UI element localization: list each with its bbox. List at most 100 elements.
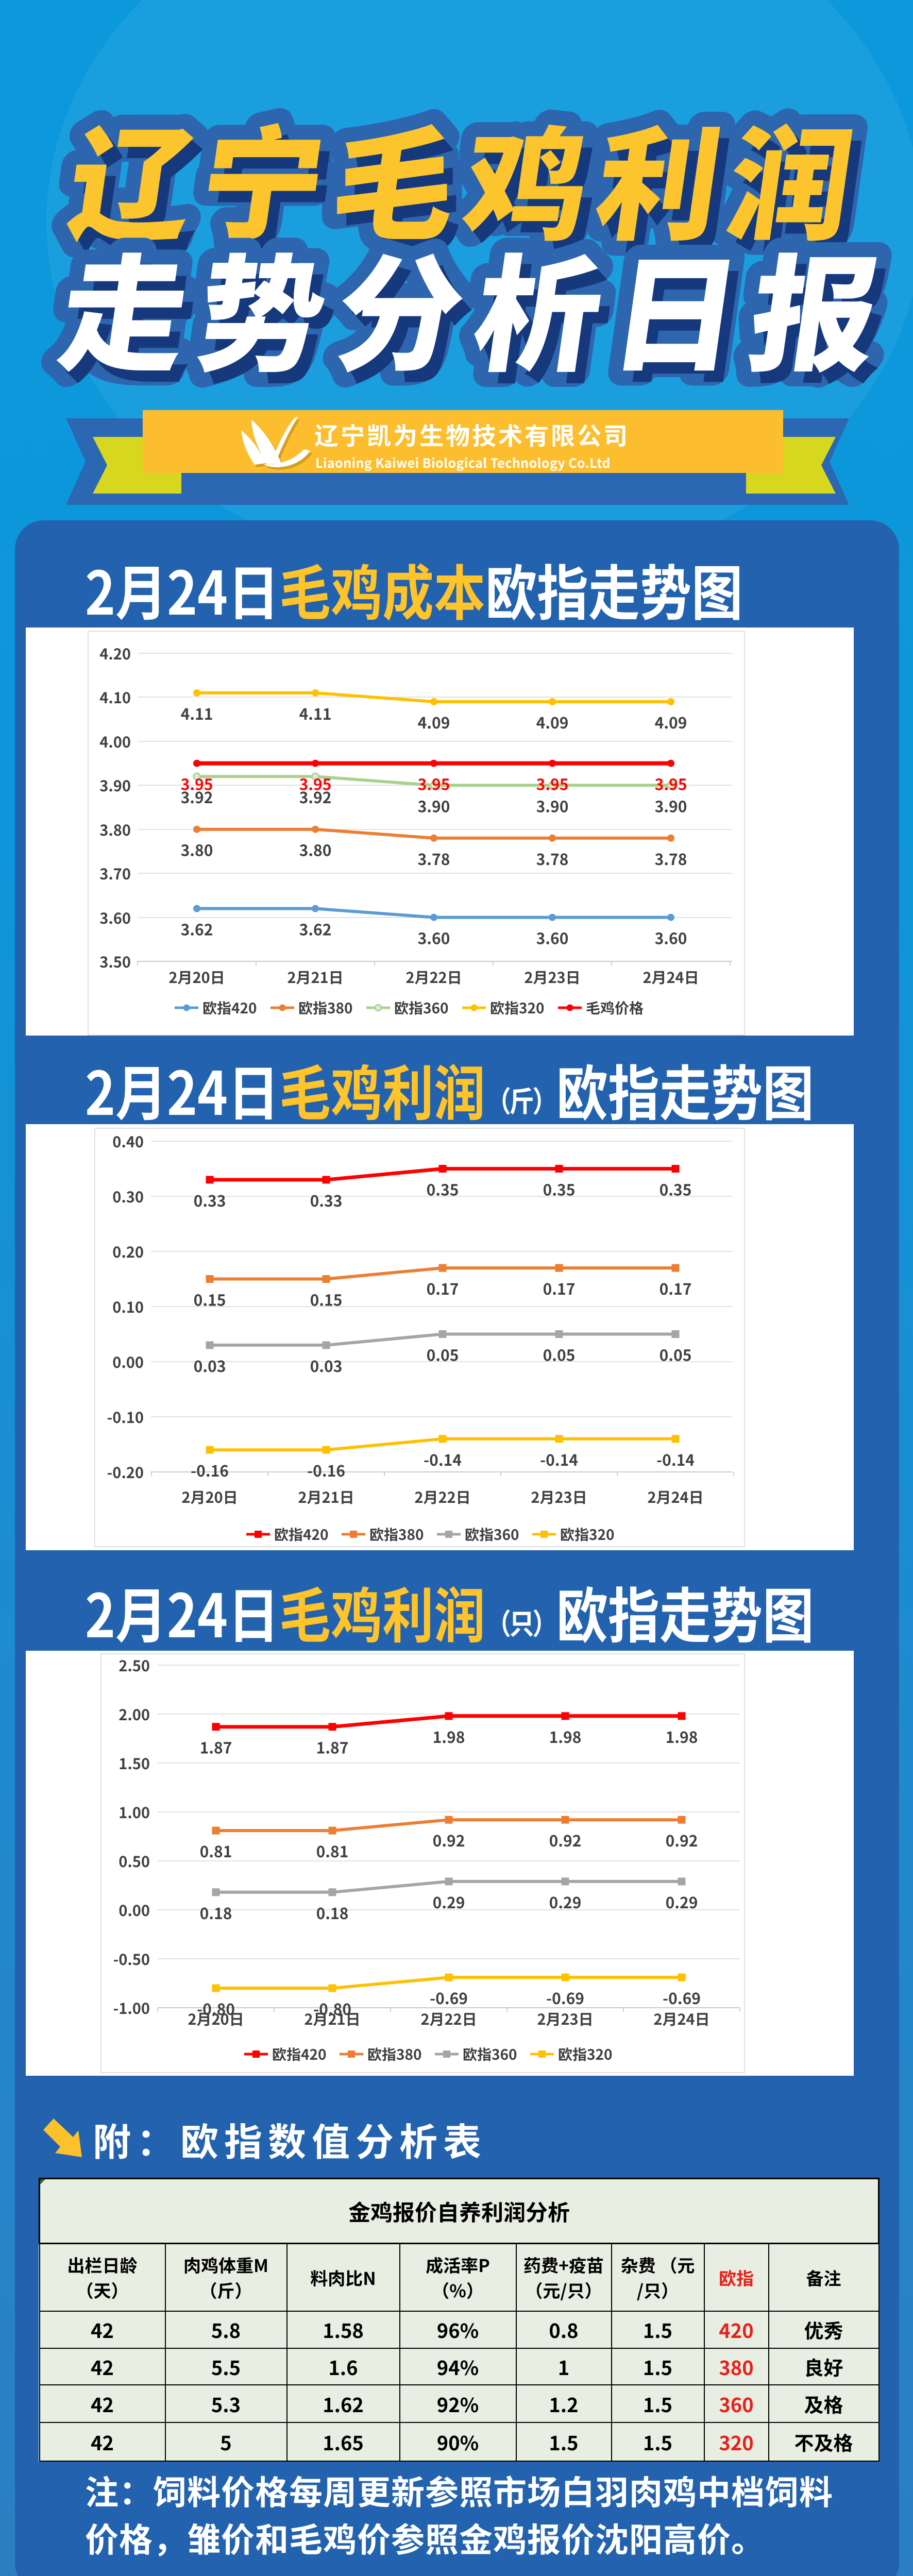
svg-text:3.78: 3.78 [418,847,450,870]
svg-text:0.92: 0.92 [433,1828,465,1851]
svg-text:欧指420: 欧指420 [272,2044,327,2064]
svg-text:2月24日: 2月24日 [653,2008,709,2029]
svg-text:4.10: 4.10 [99,686,131,708]
svg-text:3.80: 3.80 [181,838,213,861]
svg-text:3.90: 3.90 [99,774,131,796]
svg-text:-0.69: -0.69 [663,1986,701,2009]
svg-text:1.98: 1.98 [549,1725,582,1748]
svg-text:2月21日: 2月21日 [298,1486,354,1507]
svg-text:3.90: 3.90 [655,794,687,817]
svg-text:0.05: 0.05 [427,1343,459,1366]
svg-text:3.92: 3.92 [181,785,213,808]
svg-text:3.95: 3.95 [299,772,332,795]
svg-text:欧指420: 欧指420 [274,1524,329,1545]
svg-text:-0.69: -0.69 [430,1986,468,2009]
svg-text:欧指320: 欧指320 [490,997,545,1018]
svg-text:2.00: 2.00 [119,1703,150,1725]
svg-text:2.50: 2.50 [119,1654,150,1676]
svg-text:Liaoning Kaiwei Biological Tec: Liaoning Kaiwei Biological Technology Co… [315,453,611,472]
svg-text:1.87: 1.87 [200,1736,232,1758]
svg-text:2月22日: 2月22日 [420,2008,477,2029]
svg-text:4.20: 4.20 [99,642,131,664]
svg-text:0.92: 0.92 [666,1828,698,1851]
svg-text:3.95: 3.95 [655,772,687,795]
svg-text:4.09: 4.09 [418,710,450,733]
svg-text:0.30: 0.30 [112,1185,144,1207]
svg-text:欧指420: 欧指420 [202,997,257,1018]
svg-text:0.35: 0.35 [427,1178,459,1200]
svg-text:欧指320: 欧指320 [560,1524,615,1545]
svg-text:0.33: 0.33 [194,1189,226,1211]
svg-text:-0.20: -0.20 [107,1461,144,1483]
svg-text:0.15: 0.15 [194,1288,226,1311]
svg-text:欧指320: 欧指320 [558,2044,613,2064]
svg-text:3.78: 3.78 [536,847,569,870]
svg-text:3.62: 3.62 [181,918,213,940]
svg-text:-0.16: -0.16 [307,1459,345,1481]
svg-text:3.80: 3.80 [299,838,332,861]
svg-text:3.50: 3.50 [99,951,131,972]
svg-text:3.80: 3.80 [99,819,131,840]
svg-text:0.00: 0.00 [112,1351,144,1372]
svg-text:0.03: 0.03 [310,1354,343,1377]
svg-text:-0.14: -0.14 [540,1448,578,1470]
svg-text:3.90: 3.90 [536,794,569,817]
svg-text:4.09: 4.09 [655,710,687,733]
svg-text:欧指360: 欧指360 [465,1524,519,1545]
svg-text:-0.14: -0.14 [656,1448,695,1470]
svg-text:-0.69: -0.69 [546,1986,584,2009]
svg-text:1.00: 1.00 [119,1801,150,1823]
svg-text:1.50: 1.50 [119,1752,150,1774]
svg-text:3.62: 3.62 [299,918,332,940]
svg-text:-1.00: -1.00 [113,1997,150,2019]
svg-text:2月20日: 2月20日 [168,966,225,988]
svg-text:3.60: 3.60 [99,907,131,928]
svg-text:0.92: 0.92 [549,1828,582,1851]
svg-text:0.29: 0.29 [666,1890,698,1913]
svg-text:4.11: 4.11 [181,702,213,724]
svg-text:2月24日: 2月24日 [647,1486,703,1507]
svg-text:0.17: 0.17 [543,1277,576,1299]
svg-text:2月20日: 2月20日 [181,1486,238,1507]
svg-text:0.81: 0.81 [316,1839,349,1862]
svg-text:欧指380: 欧指380 [298,997,353,1018]
svg-text:0.17: 0.17 [427,1277,459,1299]
svg-text:欧指360: 欧指360 [394,997,449,1018]
svg-text:0.29: 0.29 [433,1890,465,1913]
svg-text:3.78: 3.78 [655,847,687,870]
svg-text:0.18: 0.18 [316,1901,349,1924]
svg-text:1.98: 1.98 [433,1725,465,1748]
svg-text:3.95: 3.95 [181,772,213,795]
svg-text:2月23日: 2月23日 [524,966,580,988]
svg-text:0.03: 0.03 [194,1354,226,1377]
svg-text:-0.10: -0.10 [107,1406,144,1428]
svg-text:-0.80: -0.80 [197,1997,235,2020]
svg-text:2月22日: 2月22日 [405,966,462,988]
svg-text:欧指380: 欧指380 [369,1524,424,1545]
svg-text:4.11: 4.11 [299,702,332,724]
svg-text:0.20: 0.20 [112,1241,144,1262]
svg-text:0.29: 0.29 [549,1890,582,1913]
svg-text:-0.14: -0.14 [424,1448,462,1470]
svg-text:4.00: 4.00 [99,731,131,752]
svg-text:2月23日: 2月23日 [531,1486,587,1507]
svg-text:0.18: 0.18 [200,1901,232,1924]
svg-text:欧指360: 欧指360 [463,2044,517,2064]
svg-text:3.60: 3.60 [536,926,569,949]
svg-text:辽宁凯为生物技术有限公司: 辽宁凯为生物技术有限公司 [314,416,630,452]
svg-text:0.05: 0.05 [543,1343,576,1366]
svg-text:2月21日: 2月21日 [304,2008,360,2029]
svg-text:-0.16: -0.16 [191,1459,229,1481]
svg-text:1.87: 1.87 [316,1736,349,1758]
svg-text:3.60: 3.60 [418,926,450,949]
svg-text:0.50: 0.50 [119,1850,150,1872]
svg-text:2月24日: 2月24日 [643,966,699,988]
svg-text:0.81: 0.81 [200,1839,232,1862]
svg-text:毛鸡价格: 毛鸡价格 [586,997,644,1018]
svg-text:2月21日: 2月21日 [287,966,343,988]
svg-text:0.33: 0.33 [310,1189,343,1211]
svg-text:3.95: 3.95 [536,772,569,795]
svg-text:0.17: 0.17 [660,1277,692,1299]
svg-text:0.40: 0.40 [112,1130,144,1152]
svg-text:0.35: 0.35 [660,1178,692,1200]
